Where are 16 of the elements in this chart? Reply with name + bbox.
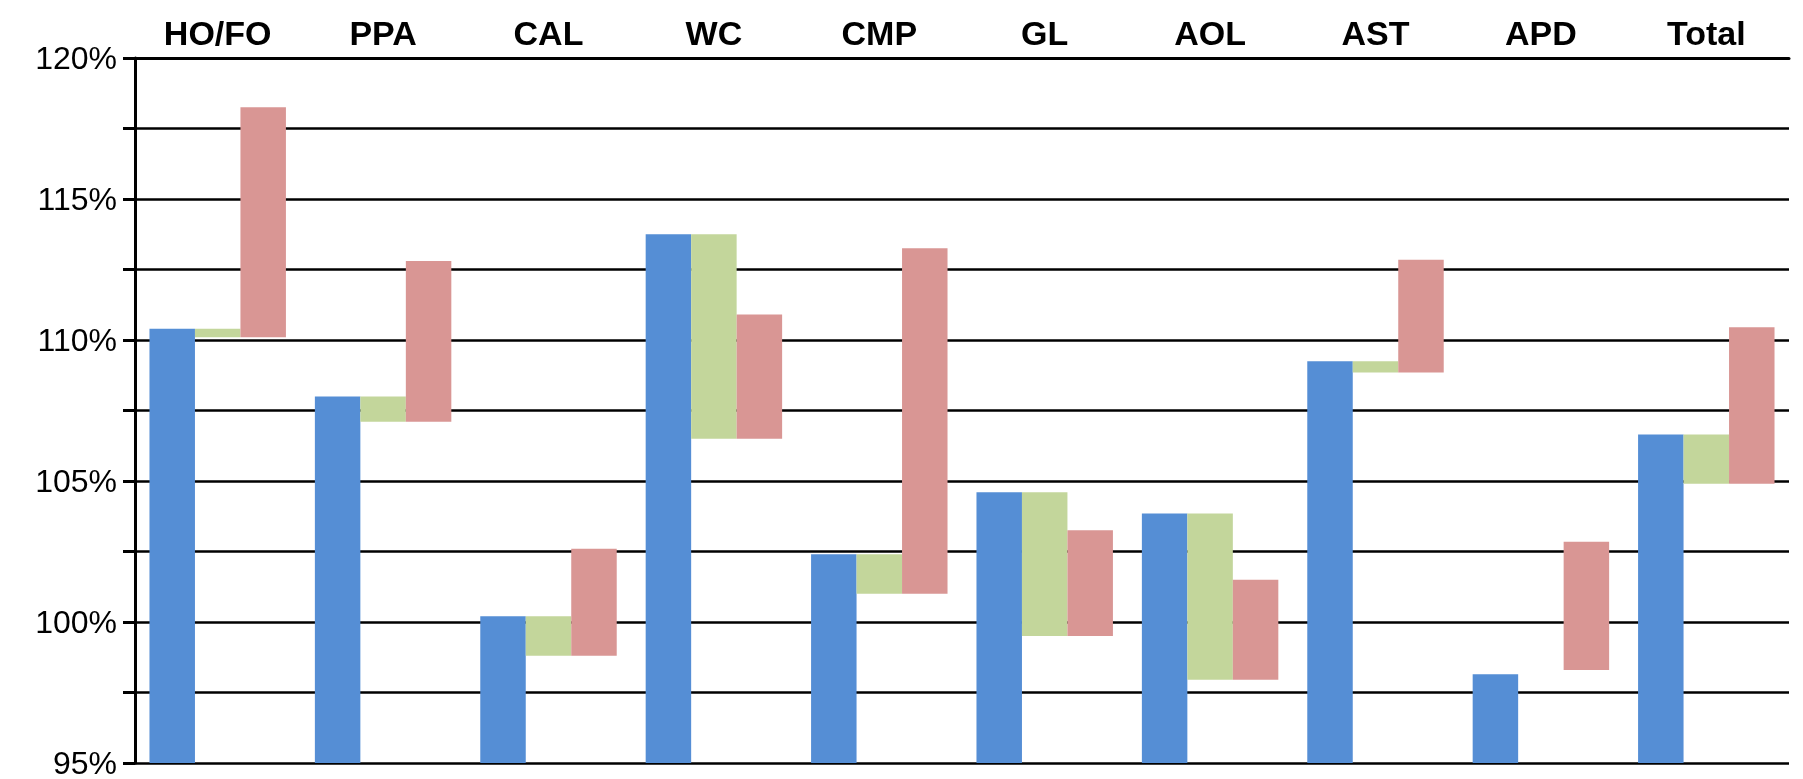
x-tick-label: AST bbox=[1341, 14, 1410, 52]
y-tick-label: 100% bbox=[35, 604, 117, 640]
x-tick-label: AOL bbox=[1174, 14, 1246, 52]
x-tick-label: CMP bbox=[841, 14, 918, 52]
y-tick-label: 115% bbox=[37, 181, 117, 217]
x-tick-label: GL bbox=[1021, 14, 1069, 52]
y-tick-label: 105% bbox=[35, 463, 117, 499]
x-tick-label: HO/FO bbox=[163, 14, 272, 52]
x-tick-label: PPA bbox=[349, 14, 417, 52]
x-tick-label: APD bbox=[1505, 14, 1577, 52]
x-tick-label: Total bbox=[1666, 14, 1746, 52]
y-tick-label: 120% bbox=[35, 40, 117, 76]
x-tick-label: WC bbox=[685, 14, 743, 52]
y-tick-label: 110% bbox=[37, 322, 117, 358]
y-tick-label: 95% bbox=[52, 745, 117, 779]
x-tick-label: CAL bbox=[513, 14, 584, 52]
